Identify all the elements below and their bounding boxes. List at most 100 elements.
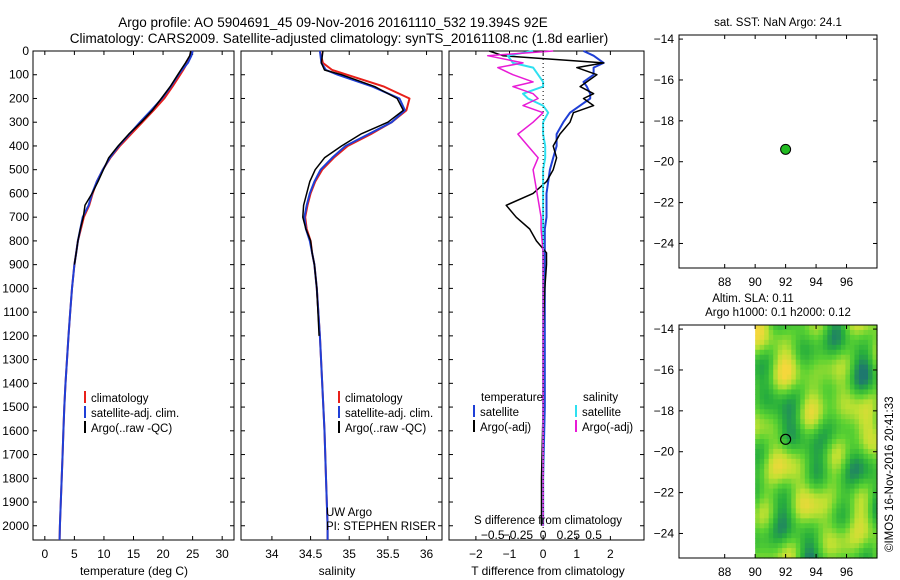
sla-cell xyxy=(849,399,856,405)
sla-cell xyxy=(804,513,810,519)
series-line-argo-raw-qc- xyxy=(73,50,192,265)
lat-tick-label: −24 xyxy=(654,236,675,250)
sla-cell xyxy=(809,424,815,430)
sla-cell xyxy=(764,339,770,346)
sla-cell xyxy=(795,488,801,495)
sla-cell xyxy=(831,414,837,420)
sla-cell xyxy=(840,379,847,386)
sla-cell xyxy=(764,434,770,440)
sla-cell xyxy=(777,523,783,529)
sla-cell xyxy=(782,394,788,400)
sla-cell xyxy=(800,488,806,495)
sla-cell xyxy=(818,458,824,465)
sla-cell xyxy=(809,419,815,425)
sla-cell xyxy=(786,349,792,356)
sla-cell xyxy=(840,448,847,455)
sla-cell xyxy=(827,409,833,415)
sla-cell xyxy=(813,443,819,450)
sla-cell xyxy=(755,488,761,495)
sla-cell xyxy=(827,394,833,400)
sla-cell xyxy=(849,483,856,490)
sla-cell xyxy=(795,399,801,405)
s-tick-label: −0.5 xyxy=(481,528,505,542)
sla-cell xyxy=(863,538,869,544)
depth-tick-label: 1100 xyxy=(3,305,29,319)
sla-cell xyxy=(773,473,779,480)
sla-cell xyxy=(795,543,801,549)
sla-cell xyxy=(872,439,878,445)
sla-cell xyxy=(782,399,788,405)
sla-cell xyxy=(764,553,770,559)
difference-xlabel-top: S difference from climatology xyxy=(474,515,622,527)
sla-cell xyxy=(854,344,860,351)
sla-cell xyxy=(822,478,828,485)
sla-cell xyxy=(840,473,847,480)
sla-cell xyxy=(872,528,878,534)
sla-cell xyxy=(773,359,779,366)
sla-cell xyxy=(795,548,801,554)
sla-cell xyxy=(755,404,761,410)
sla-cell xyxy=(759,448,765,455)
sla-cell xyxy=(872,339,878,346)
sla-cell xyxy=(827,325,833,331)
depth-tick-label: 1700 xyxy=(2,448,29,462)
sla-cell xyxy=(858,359,865,366)
sla-cell xyxy=(840,329,847,336)
sla-cell xyxy=(845,553,851,559)
sla-cell xyxy=(836,453,842,460)
sla-cell xyxy=(791,493,797,500)
sla-cell xyxy=(813,349,819,356)
sla-cell xyxy=(818,439,824,445)
lon-tick-label: 96 xyxy=(840,275,854,289)
sla-cell xyxy=(755,439,761,445)
sla-cell xyxy=(845,518,851,524)
pi-annotation: PI: STEPHEN RISER xyxy=(326,521,436,533)
sla-cell xyxy=(827,404,833,410)
sla-cell xyxy=(822,389,828,396)
sla-cell xyxy=(795,508,801,514)
sla-cell xyxy=(759,334,765,341)
sla-cell xyxy=(800,399,806,405)
sla-cell xyxy=(872,463,878,470)
sla-cell xyxy=(804,448,810,455)
sla-cell xyxy=(872,384,878,391)
sla-cell xyxy=(813,419,819,425)
sla-cell xyxy=(858,354,865,361)
sla-cell xyxy=(863,443,869,450)
lat-tick-label: −16 xyxy=(654,73,675,87)
sla-cell xyxy=(795,463,801,470)
sla-cell xyxy=(813,448,819,455)
sla-cell xyxy=(867,379,874,386)
sla-cell xyxy=(818,483,824,490)
sla-cell xyxy=(854,394,860,400)
x-tick-label: 25 xyxy=(186,547,200,561)
sla-cell xyxy=(800,528,806,534)
sla-cell xyxy=(827,523,833,529)
sla-cell xyxy=(777,518,783,524)
sla-cell xyxy=(831,508,837,514)
sla-cell xyxy=(795,384,801,391)
sla-cell xyxy=(822,399,828,405)
sla-cell xyxy=(822,453,828,460)
sla-cell xyxy=(867,364,874,371)
series-line-t-argo-adj- xyxy=(489,50,605,526)
sla-cell xyxy=(840,344,847,351)
sla-cell xyxy=(795,364,801,371)
sla-cell xyxy=(786,458,792,465)
sla-cell xyxy=(818,478,824,485)
sla-cell xyxy=(764,513,770,519)
sla-cell xyxy=(827,513,833,519)
depth-tick-label: 400 xyxy=(9,139,29,153)
sla-cell xyxy=(867,463,874,470)
sla-cell xyxy=(831,325,837,331)
sla-cell xyxy=(768,379,774,386)
sla-cell xyxy=(831,409,837,415)
sla-cell xyxy=(854,518,860,524)
sla-cell xyxy=(854,354,860,361)
sla-cell xyxy=(809,394,815,400)
sla-cell xyxy=(863,354,869,361)
sla-cell xyxy=(872,498,878,505)
sla-cell xyxy=(836,329,842,336)
sla-cell xyxy=(822,443,828,450)
sla-cell xyxy=(795,404,801,410)
